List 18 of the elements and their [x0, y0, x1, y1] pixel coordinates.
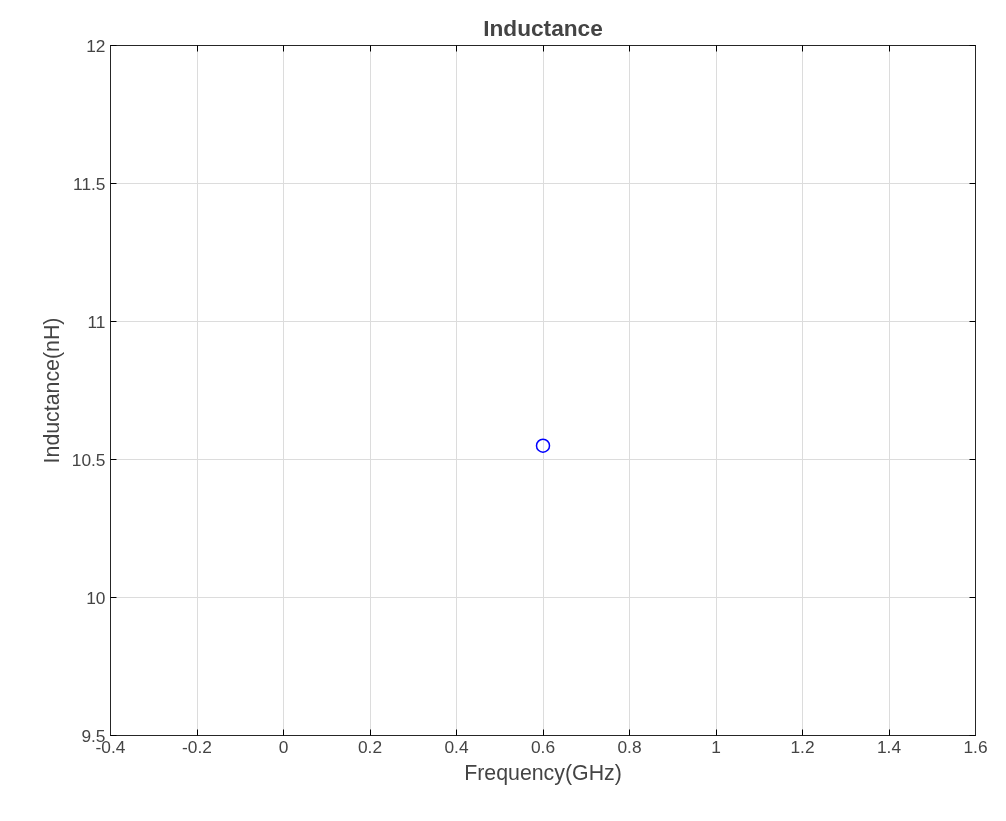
x-tick-label: 0: [278, 736, 289, 757]
y-tick-label: 11: [87, 311, 106, 332]
y-tick-label: 10.5: [71, 449, 106, 470]
x-tick-label: 1.4: [876, 736, 902, 757]
y-tick-label: 12: [86, 35, 106, 56]
x-tick-label: 0.6: [530, 736, 556, 757]
y-tick-label: 11.5: [73, 173, 106, 194]
x-tick-label: 1.2: [790, 736, 815, 757]
x-tick-label: 1: [711, 736, 721, 757]
x-tick-label: 0.4: [444, 736, 469, 757]
x-tick-label: 0.8: [617, 736, 642, 757]
x-axis-title: Frequency(GHz): [464, 760, 622, 785]
y-axis-title: Inductance(nH): [39, 317, 64, 464]
x-tick-label: 1.6: [963, 736, 988, 757]
x-tick-label: -0.2: [182, 736, 212, 757]
chart-title: Inductance: [483, 14, 603, 41]
x-tick-label: 0.2: [357, 736, 383, 757]
y-tick-label: 10: [86, 587, 106, 608]
